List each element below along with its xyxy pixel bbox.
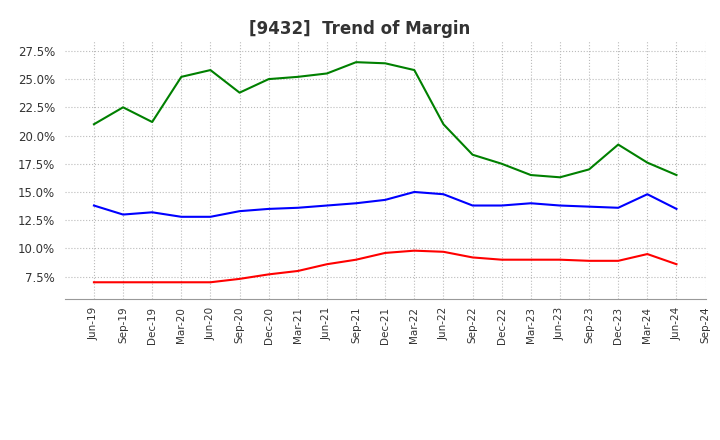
Net Income bbox=[206, 280, 215, 285]
Operating Cashflow bbox=[498, 161, 506, 166]
Ordinary Income bbox=[323, 203, 331, 208]
Net Income bbox=[352, 257, 361, 262]
Net Income bbox=[410, 248, 418, 253]
Operating Cashflow bbox=[585, 167, 593, 172]
Net Income bbox=[614, 258, 623, 264]
Net Income bbox=[148, 280, 156, 285]
Net Income bbox=[294, 268, 302, 274]
Net Income bbox=[672, 261, 681, 267]
Ordinary Income bbox=[148, 209, 156, 215]
Ordinary Income bbox=[672, 206, 681, 212]
Operating Cashflow bbox=[614, 142, 623, 147]
Net Income bbox=[381, 250, 390, 256]
Operating Cashflow bbox=[323, 71, 331, 76]
Line: Net Income: Net Income bbox=[94, 251, 677, 282]
Operating Cashflow bbox=[119, 105, 127, 110]
Net Income bbox=[439, 249, 448, 254]
Ordinary Income bbox=[177, 214, 186, 220]
Operating Cashflow bbox=[352, 59, 361, 65]
Net Income bbox=[643, 251, 652, 257]
Net Income bbox=[526, 257, 535, 262]
Ordinary Income bbox=[585, 204, 593, 209]
Ordinary Income bbox=[410, 189, 418, 194]
Operating Cashflow bbox=[89, 121, 98, 127]
Net Income bbox=[585, 258, 593, 264]
Ordinary Income bbox=[526, 201, 535, 206]
Ordinary Income bbox=[556, 203, 564, 208]
Ordinary Income bbox=[294, 205, 302, 210]
Line: Operating Cashflow: Operating Cashflow bbox=[94, 62, 677, 177]
Net Income bbox=[177, 280, 186, 285]
Operating Cashflow bbox=[148, 119, 156, 125]
Net Income bbox=[323, 261, 331, 267]
Operating Cashflow bbox=[643, 160, 652, 165]
Net Income bbox=[264, 272, 273, 277]
Operating Cashflow bbox=[410, 67, 418, 73]
Operating Cashflow bbox=[381, 61, 390, 66]
Operating Cashflow bbox=[439, 121, 448, 127]
Net Income bbox=[235, 276, 244, 282]
Net Income bbox=[468, 255, 477, 260]
Net Income bbox=[556, 257, 564, 262]
Net Income bbox=[89, 280, 98, 285]
Ordinary Income bbox=[264, 206, 273, 212]
Ordinary Income bbox=[119, 212, 127, 217]
Ordinary Income bbox=[439, 191, 448, 197]
Operating Cashflow bbox=[468, 152, 477, 158]
Operating Cashflow bbox=[294, 74, 302, 80]
Ordinary Income bbox=[643, 191, 652, 197]
Ordinary Income bbox=[352, 201, 361, 206]
Line: Ordinary Income: Ordinary Income bbox=[94, 192, 677, 217]
Operating Cashflow bbox=[206, 67, 215, 73]
Ordinary Income bbox=[498, 203, 506, 208]
Ordinary Income bbox=[235, 209, 244, 214]
Operating Cashflow bbox=[556, 175, 564, 180]
Operating Cashflow bbox=[526, 172, 535, 178]
Ordinary Income bbox=[614, 205, 623, 210]
Net Income bbox=[119, 280, 127, 285]
Operating Cashflow bbox=[264, 77, 273, 82]
Operating Cashflow bbox=[235, 90, 244, 95]
Operating Cashflow bbox=[177, 74, 186, 80]
Ordinary Income bbox=[381, 197, 390, 202]
Ordinary Income bbox=[206, 214, 215, 220]
Net Income bbox=[498, 257, 506, 262]
Ordinary Income bbox=[468, 203, 477, 208]
Operating Cashflow bbox=[672, 172, 681, 178]
Text: [9432]  Trend of Margin: [9432] Trend of Margin bbox=[249, 20, 471, 38]
Ordinary Income bbox=[89, 203, 98, 208]
